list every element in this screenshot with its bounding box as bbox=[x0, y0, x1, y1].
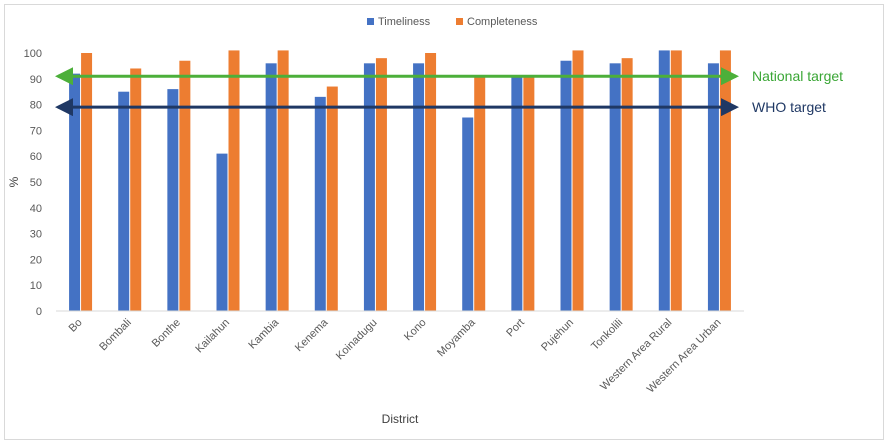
bar-completeness bbox=[228, 50, 240, 312]
bar-timeliness bbox=[118, 91, 130, 311]
reference-line-label: National target bbox=[752, 68, 843, 84]
bar-timeliness bbox=[363, 63, 375, 311]
bar-completeness bbox=[474, 76, 486, 311]
bar-completeness bbox=[719, 50, 731, 312]
y-axis: 0 10 20 30 40 50 60 70 80 90 100 bbox=[24, 48, 42, 318]
bar-completeness bbox=[621, 58, 633, 311]
y-tick-label: 90 bbox=[30, 74, 42, 86]
y-tick-label: 0 bbox=[36, 306, 42, 318]
x-tick-label: Pujehun bbox=[539, 317, 576, 354]
x-tick-label: Kailahun bbox=[193, 317, 232, 356]
bar-completeness bbox=[81, 53, 93, 311]
legend-swatch bbox=[367, 18, 374, 25]
bar-completeness bbox=[130, 68, 142, 311]
x-tick-label: Kenema bbox=[293, 316, 331, 354]
x-tick-label: Bo bbox=[67, 317, 85, 335]
x-tick-label: Bonthe bbox=[150, 317, 183, 350]
legend: Timeliness Completeness bbox=[367, 16, 538, 28]
bar-timeliness bbox=[560, 60, 572, 311]
y-tick-label: 10 bbox=[30, 280, 42, 292]
x-tick-label: Moyamba bbox=[435, 316, 478, 359]
reference-lines: National target WHO target bbox=[55, 67, 843, 117]
bar-timeliness bbox=[462, 117, 474, 311]
legend-label: Completeness bbox=[467, 16, 538, 28]
x-tick-label: Kono bbox=[402, 317, 429, 344]
y-tick-label: 20 bbox=[30, 254, 42, 266]
legend-swatch bbox=[456, 18, 463, 25]
bar-timeliness bbox=[265, 63, 277, 311]
y-tick-label: 30 bbox=[30, 229, 42, 241]
bar-timeliness bbox=[511, 76, 523, 311]
x-tick-label: Tonkolili bbox=[589, 317, 625, 353]
bar-completeness bbox=[277, 50, 289, 312]
x-tick-label: Port bbox=[504, 317, 527, 340]
x-axis: Bo Bombali Bonthe Kailahun Kambia Kenema Koina… bbox=[56, 310, 744, 395]
bar-timeliness bbox=[216, 153, 228, 311]
bar-completeness bbox=[375, 58, 387, 311]
bar-timeliness bbox=[314, 96, 326, 311]
bar-completeness bbox=[425, 53, 437, 311]
bar-completeness bbox=[326, 86, 338, 311]
y-tick-label: 100 bbox=[24, 48, 42, 60]
y-tick-label: 70 bbox=[30, 125, 42, 137]
x-tick-label: Koinadugu bbox=[334, 317, 380, 363]
x-tick-label: Bombali bbox=[97, 317, 134, 354]
y-axis-title: % bbox=[7, 176, 21, 187]
y-tick-label: 60 bbox=[30, 151, 42, 163]
bar-timeliness bbox=[609, 63, 621, 311]
bar-completeness bbox=[670, 50, 682, 312]
bar-timeliness bbox=[413, 63, 425, 311]
bar-timeliness bbox=[658, 50, 670, 312]
bars bbox=[69, 50, 731, 312]
bar-timeliness bbox=[167, 89, 179, 312]
y-tick-label: 80 bbox=[30, 100, 42, 112]
y-tick-label: 50 bbox=[30, 177, 42, 189]
bar-completeness bbox=[523, 76, 535, 311]
bar-timeliness bbox=[69, 73, 81, 311]
x-axis-title: District bbox=[382, 412, 419, 426]
bar-completeness bbox=[572, 50, 584, 312]
y-tick-label: 40 bbox=[30, 203, 42, 215]
reference-line-label: WHO target bbox=[752, 99, 826, 115]
legend-label: Timeliness bbox=[378, 16, 431, 28]
x-tick-label: Kambia bbox=[246, 316, 281, 351]
bar-timeliness bbox=[707, 63, 719, 311]
bar-completeness bbox=[179, 60, 191, 311]
